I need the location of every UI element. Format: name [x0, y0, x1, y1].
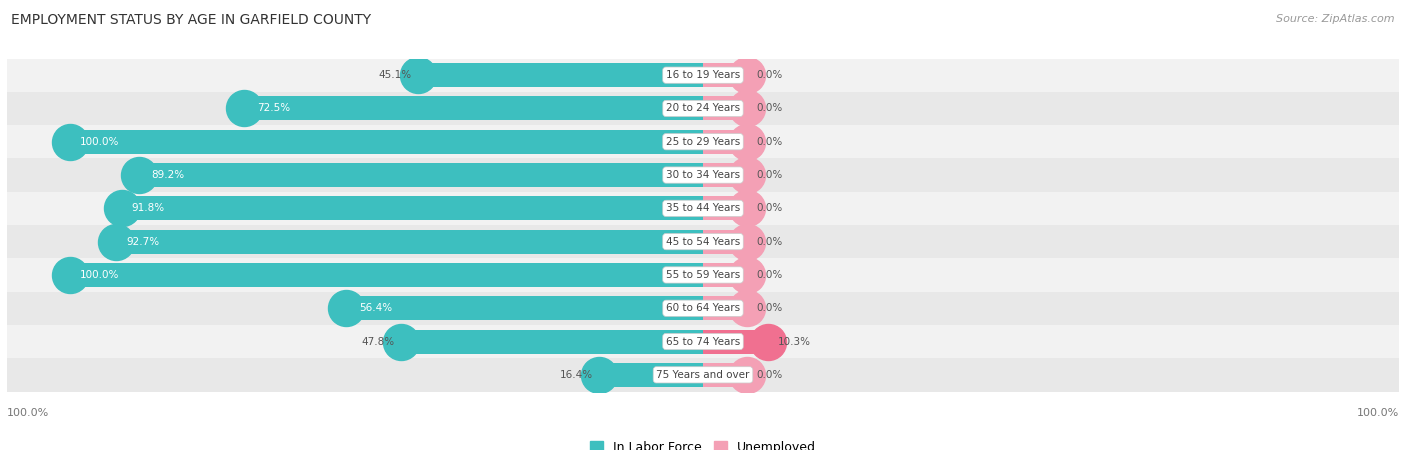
Bar	[7, 58, 1399, 92]
Text: 16.4%: 16.4%	[560, 370, 593, 380]
Bar	[703, 263, 748, 287]
Text: 72.5%: 72.5%	[257, 104, 290, 113]
Text: 56.4%: 56.4%	[359, 303, 392, 313]
Text: 10.3%: 10.3%	[778, 337, 811, 347]
Bar	[7, 192, 1399, 225]
Bar	[70, 130, 703, 154]
Text: 60 to 64 Years: 60 to 64 Years	[666, 303, 740, 313]
Bar	[703, 96, 748, 121]
Text: 89.2%: 89.2%	[152, 170, 184, 180]
Text: EMPLOYMENT STATUS BY AGE IN GARFIELD COUNTY: EMPLOYMENT STATUS BY AGE IN GARFIELD COU…	[11, 14, 371, 27]
Bar	[7, 225, 1399, 258]
Bar	[7, 125, 1399, 158]
Bar	[7, 358, 1399, 392]
Text: 0.0%: 0.0%	[756, 370, 783, 380]
Text: 0.0%: 0.0%	[756, 303, 783, 313]
Bar	[7, 258, 1399, 292]
Bar	[70, 263, 703, 287]
Bar	[7, 92, 1399, 125]
Bar	[139, 163, 703, 187]
Bar	[599, 363, 703, 387]
Text: 0.0%: 0.0%	[756, 70, 783, 80]
Text: 100.0%: 100.0%	[80, 137, 120, 147]
Text: 65 to 74 Years: 65 to 74 Years	[666, 337, 740, 347]
Text: 45 to 54 Years: 45 to 54 Years	[666, 237, 740, 247]
Text: 91.8%: 91.8%	[132, 203, 165, 213]
Bar	[401, 329, 703, 354]
Text: Source: ZipAtlas.com: Source: ZipAtlas.com	[1277, 14, 1395, 23]
Bar	[703, 130, 748, 154]
Text: 0.0%: 0.0%	[756, 170, 783, 180]
Bar	[245, 96, 703, 121]
Text: 16 to 19 Years: 16 to 19 Years	[666, 70, 740, 80]
Bar	[703, 296, 748, 320]
Text: 25 to 29 Years: 25 to 29 Years	[666, 137, 740, 147]
Bar	[703, 329, 768, 354]
Text: 100.0%: 100.0%	[80, 270, 120, 280]
Text: 35 to 44 Years: 35 to 44 Years	[666, 203, 740, 213]
Text: 92.7%: 92.7%	[127, 237, 159, 247]
Bar	[7, 325, 1399, 358]
Text: 0.0%: 0.0%	[756, 270, 783, 280]
Bar	[703, 230, 748, 254]
Bar	[7, 158, 1399, 192]
Legend: In Labor Force, Unemployed: In Labor Force, Unemployed	[585, 436, 821, 450]
Text: 100.0%: 100.0%	[7, 408, 49, 418]
Bar	[703, 63, 748, 87]
Text: 55 to 59 Years: 55 to 59 Years	[666, 270, 740, 280]
Bar	[418, 63, 703, 87]
Bar	[703, 163, 748, 187]
Text: 0.0%: 0.0%	[756, 237, 783, 247]
Bar	[117, 230, 703, 254]
Bar	[7, 292, 1399, 325]
Text: 47.8%: 47.8%	[361, 337, 394, 347]
Text: 0.0%: 0.0%	[756, 104, 783, 113]
Bar	[703, 363, 748, 387]
Bar	[346, 296, 703, 320]
Text: 75 Years and over: 75 Years and over	[657, 370, 749, 380]
Bar	[703, 196, 748, 220]
Text: 100.0%: 100.0%	[1357, 408, 1399, 418]
Text: 0.0%: 0.0%	[756, 137, 783, 147]
Bar	[122, 196, 703, 220]
Text: 20 to 24 Years: 20 to 24 Years	[666, 104, 740, 113]
Text: 0.0%: 0.0%	[756, 203, 783, 213]
Text: 45.1%: 45.1%	[378, 70, 412, 80]
Text: 30 to 34 Years: 30 to 34 Years	[666, 170, 740, 180]
